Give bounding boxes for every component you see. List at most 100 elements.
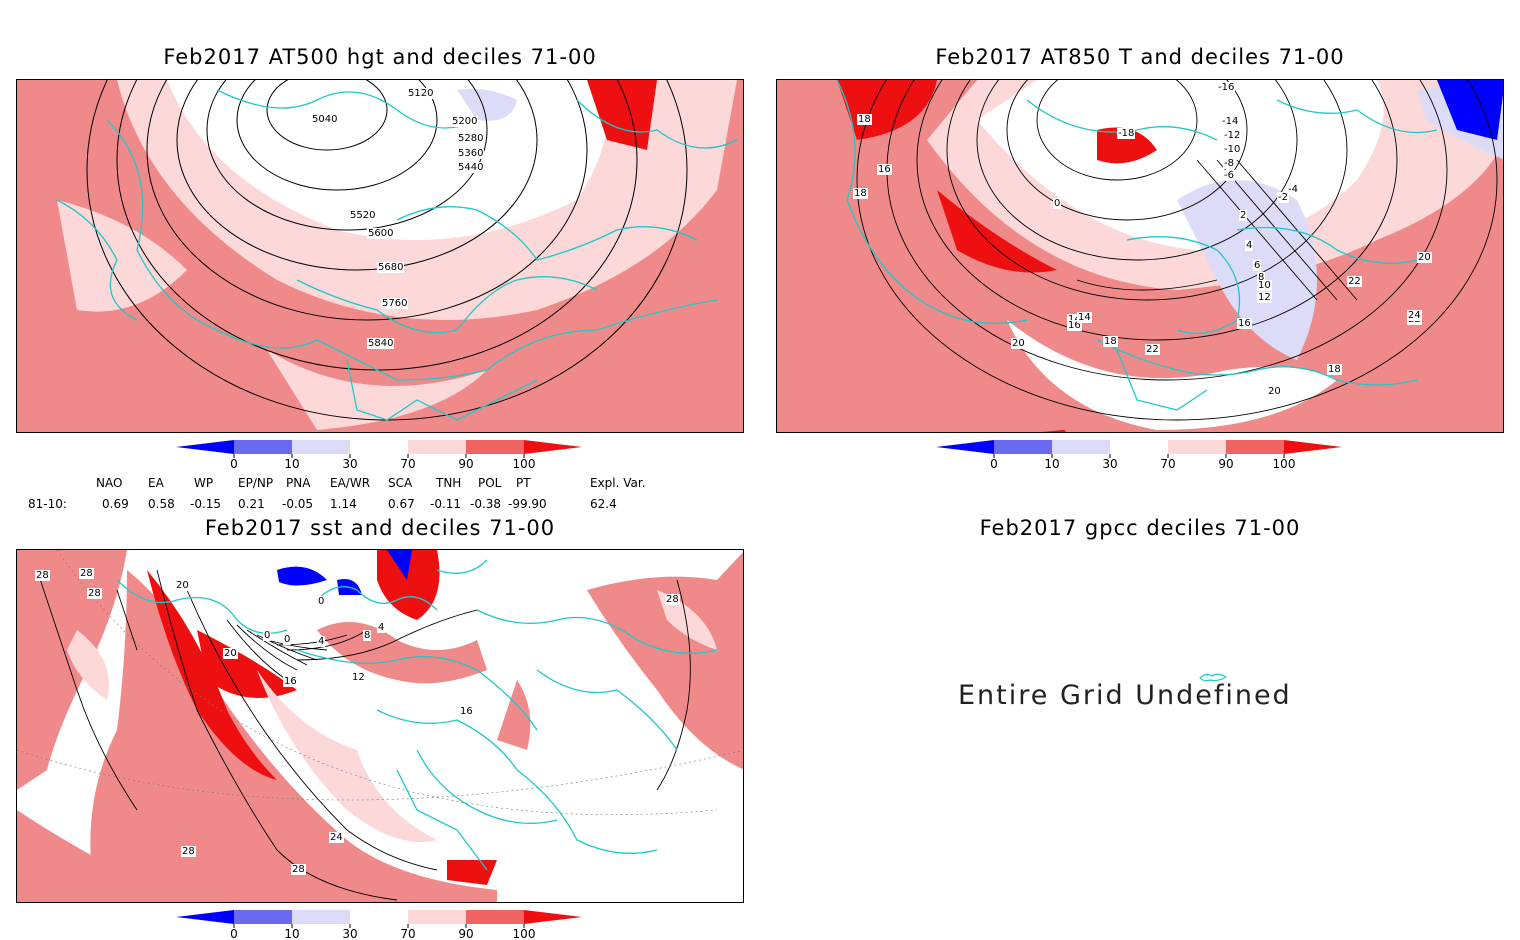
contour-label: 6 (1253, 260, 1262, 271)
colorbar3-segment-5 (466, 910, 524, 924)
colorbar1-segment-0 (176, 440, 234, 454)
colorbar-top-left: 0 10 30 70 90 100 (176, 440, 582, 470)
index-header: EA/WR (330, 476, 371, 490)
index-value: 0.21 (238, 497, 265, 511)
contour-label: -6 (1223, 170, 1235, 181)
contour-label: 5600 (367, 228, 395, 239)
index-value: -99.90 (508, 497, 547, 511)
panel-title-gpcc: Feb2017 gpcc deciles 71-00 (979, 516, 1301, 540)
colorbar3-segment-1 (234, 910, 292, 924)
contour-label: 4 (1245, 240, 1254, 251)
colorbar1-tick-label: 90 (458, 457, 473, 470)
index-value: 1.14 (330, 497, 357, 511)
colorbar1-segment-2 (292, 440, 350, 454)
index-value: 62.4 (590, 497, 617, 511)
colorbar2-tick-label: 100 (1273, 457, 1296, 470)
colorbar2-tick-label: 30 (1102, 457, 1117, 470)
colorbar2-segment-2 (1052, 440, 1110, 454)
contour-label: 2 (1239, 210, 1248, 221)
contour-label: 10 (1257, 280, 1272, 291)
colorbar-top-right: 0 10 30 70 90 100 (936, 440, 1342, 470)
colorbar1-tick-label: 0 (230, 457, 238, 470)
colorbar3-tick-label: 70 (400, 927, 415, 940)
contour-label: 4 (377, 622, 386, 633)
contour-label: 28 (79, 568, 94, 579)
contour-label: 12 (1257, 292, 1272, 303)
map-panel-hgt: 5040 5120 5200 5280 5360 5440 5520 5600 5680 5760… (16, 79, 744, 433)
contour-label: 28 (181, 846, 196, 857)
colorbar1-segment-4 (408, 440, 466, 454)
contour-label: 28 (35, 570, 50, 581)
index-value: -0.05 (282, 497, 314, 511)
contour-label: 18 (857, 114, 872, 125)
contour-label: 28 (665, 594, 680, 605)
map-hgt (17, 80, 743, 432)
grads-logo-mark (1199, 673, 1228, 682)
colorbar-bottom-left: 0 10 30 70 90 100 (176, 910, 582, 940)
contour-label: 18 (853, 188, 868, 199)
contour-label: -2 (1277, 192, 1289, 203)
contour-label: 5440 (457, 162, 485, 173)
contour-label: 8 (1257, 272, 1266, 283)
contour-label: 20 (1267, 386, 1282, 397)
panel-title-sst: Feb2017 sst and deciles 71-00 (204, 516, 556, 540)
contour-label: 22 (1145, 344, 1160, 355)
map-sst (17, 550, 743, 902)
contour-label: 16 (459, 706, 474, 717)
colorbar1-tick-label: 10 (284, 457, 299, 470)
contour-label: 5360 (457, 148, 485, 159)
colorbar2-tick-label: 0 (990, 457, 998, 470)
colorbar2-segment-6 (1284, 440, 1342, 454)
contour-label: 20 (1011, 338, 1026, 349)
map-panel-t850: 181618-16-18-14-12-10-8-6-4-202468101214… (776, 79, 1504, 433)
map-t850 (777, 80, 1503, 432)
contour-label: 28 (87, 588, 102, 599)
colorbar3-tick-label: 90 (458, 927, 473, 940)
contour-label: 5120 (407, 88, 435, 99)
colorbar1-segment-1 (234, 440, 292, 454)
colorbar1-tick-label: 100 (513, 457, 536, 470)
colorbar1-segment-6 (524, 440, 582, 454)
colorbar3-segment-2 (292, 910, 350, 924)
contour-label: 16 (1237, 318, 1252, 329)
contour-label: 20 (175, 580, 190, 591)
contour-label: 5760 (381, 298, 409, 309)
colorbar3-segment-0 (176, 910, 234, 924)
index-value: 0.58 (148, 497, 175, 511)
colorbar3-tick-label: 10 (284, 927, 299, 940)
contour-label: 14 (1067, 314, 1082, 325)
map-panel-sst: 28 28 28 20 0 0 0 4 8 4 12 16 20 16 28 24 28 28 (16, 549, 744, 903)
contour-label: -18 (1117, 128, 1136, 139)
colorbar2-segment-3 (1110, 440, 1168, 454)
undefined-grid-message: Entire Grid Undefined (958, 680, 1292, 711)
contour-label: -10 (1223, 144, 1242, 155)
contour-label: 16 (1067, 320, 1082, 331)
contour-label: 4 (317, 636, 326, 647)
panel-title-t850: Feb2017 AT850 T and deciles 71-00 (935, 45, 1345, 69)
contour-label: 18 (1103, 336, 1118, 347)
contour-label: 0 (263, 630, 272, 641)
contour-label: -4 (1287, 184, 1299, 195)
contour-label: 28 (291, 864, 306, 875)
index-header: WP (194, 476, 214, 490)
index-value: -0.15 (190, 497, 222, 511)
index-header: PT (516, 476, 531, 490)
colorbar2-tick-label: 10 (1044, 457, 1059, 470)
index-header: EP/NP (238, 476, 274, 490)
contour-label: 5040 (311, 114, 339, 125)
index-header: NAO (96, 476, 123, 490)
contour-label: 16 (283, 676, 298, 687)
contour-label: -12 (1223, 130, 1242, 141)
contour-label: 0 (317, 596, 326, 607)
colorbar3-tick-label: 100 (513, 927, 536, 940)
contour-label: 5280 (457, 133, 485, 144)
index-header: POL (478, 476, 502, 490)
colorbar3-segment-4 (408, 910, 466, 924)
contour-label: 0 (1053, 198, 1062, 209)
teleconnection-indices: NAO EA WP EP/NP PNA EA/WR SCA TNH POL PT Expl. Var… (0, 474, 760, 514)
index-header: SCA (388, 476, 413, 490)
contour-label: 22 (1347, 276, 1362, 287)
contour-label: 8 (363, 630, 372, 641)
panel-title-hgt: Feb2017 AT500 hgt and deciles 71-00 (163, 45, 597, 69)
index-row-label: 81-10: (28, 497, 67, 511)
